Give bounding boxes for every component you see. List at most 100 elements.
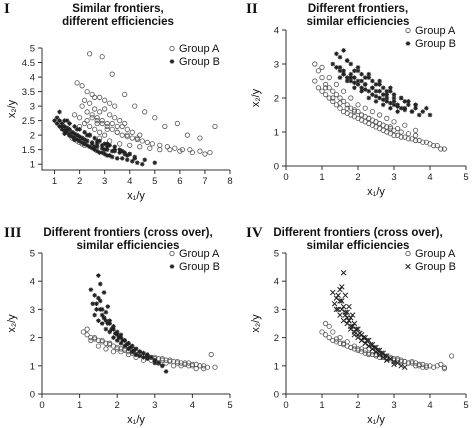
data-point (340, 269, 347, 276)
data-point (104, 153, 110, 158)
data-point (129, 158, 135, 164)
data-point (99, 120, 105, 127)
data-point (82, 137, 87, 142)
data-point (62, 118, 67, 123)
x-axis-label: x₁/y (367, 186, 385, 198)
data-point (362, 334, 368, 341)
data-point (99, 312, 105, 318)
data-point (69, 129, 75, 135)
data-point (339, 284, 345, 290)
data-point (370, 85, 375, 91)
data-point (92, 293, 97, 298)
data-point (348, 71, 354, 77)
data-point (103, 309, 109, 315)
data-point (355, 346, 361, 352)
data-point (89, 140, 95, 145)
data-point (127, 151, 133, 157)
data-point (104, 141, 110, 147)
data-point (398, 105, 404, 111)
data-point (391, 92, 397, 97)
data-point (118, 340, 124, 346)
data-point (122, 120, 128, 127)
data-point (335, 292, 341, 299)
data-point (97, 109, 103, 115)
data-point (129, 129, 135, 135)
data-point (355, 102, 361, 108)
data-point (362, 75, 368, 80)
data-point (319, 64, 325, 71)
data-point (391, 102, 397, 108)
data-point (84, 88, 90, 95)
data-point (99, 150, 105, 155)
data-point (92, 144, 97, 150)
data-point (177, 148, 183, 154)
data-point (84, 109, 90, 115)
legend-marker (405, 250, 411, 257)
data-point (358, 337, 365, 344)
data-point (111, 335, 116, 340)
data-point (141, 355, 146, 360)
data-point (77, 138, 82, 144)
data-point (88, 337, 94, 344)
data-point (349, 323, 356, 330)
data-point (391, 119, 397, 125)
data-point (114, 332, 120, 338)
x-tick-label: 0 (283, 172, 288, 183)
data-point (132, 154, 138, 160)
data-point (124, 342, 129, 347)
data-point (322, 92, 329, 98)
data-point (182, 360, 188, 366)
data-point (441, 366, 447, 372)
data-point (348, 75, 354, 80)
data-point (344, 309, 350, 315)
data-point (84, 138, 90, 144)
y-tick-label: 2 (30, 333, 35, 344)
legend-label: Group B (415, 261, 456, 273)
data-point (337, 286, 343, 293)
data-point (127, 142, 133, 148)
data-point (202, 151, 208, 157)
data-point (342, 292, 349, 299)
panel-3: III Different frontiers (cross over),simi… (4, 225, 233, 426)
data-point (82, 120, 88, 127)
data-point (330, 88, 336, 94)
data-point (94, 138, 100, 144)
data-point (119, 123, 125, 130)
x-tick-label: 1 (52, 176, 57, 187)
data-point (438, 146, 444, 152)
data-point (94, 120, 100, 127)
data-point (377, 78, 382, 84)
data-point (62, 131, 67, 136)
data-point (147, 145, 153, 151)
data-point (152, 357, 158, 363)
data-point (94, 301, 99, 307)
series-group-a (319, 320, 455, 372)
series-group-b (52, 109, 158, 167)
data-point (149, 141, 155, 147)
panel-2: II Different frontiers,similar efficienci… (246, 1, 469, 198)
data-point (366, 71, 372, 77)
data-point (212, 364, 218, 370)
axes-frame (41, 48, 230, 171)
y-axis-label: x₂/y (250, 314, 262, 333)
data-point (197, 135, 203, 141)
data-point (359, 71, 364, 77)
chart-title-line: similar efficiencies (77, 240, 180, 252)
data-point (117, 118, 123, 124)
data-point (370, 78, 375, 84)
data-point (189, 363, 195, 369)
data-point (405, 131, 411, 137)
data-point (112, 115, 118, 121)
data-point (337, 65, 343, 70)
data-point (59, 124, 65, 129)
data-point (341, 71, 346, 77)
data-point (117, 150, 123, 155)
data-point (139, 161, 145, 167)
data-point (384, 88, 390, 94)
chart-title-line: Different frontiers, (308, 3, 408, 15)
data-point (330, 329, 336, 335)
data-point (430, 364, 437, 370)
data-point (107, 153, 112, 158)
data-point (144, 139, 150, 146)
data-point (92, 147, 97, 152)
